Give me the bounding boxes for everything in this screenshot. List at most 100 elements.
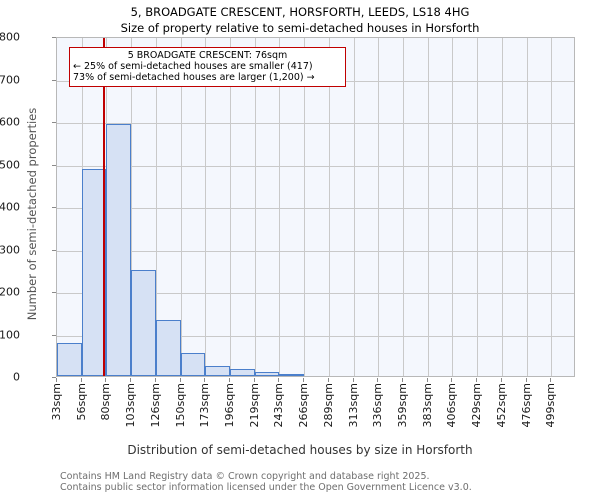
x-tick-label: 103sqm (124, 383, 138, 428)
gridline-x (353, 38, 355, 376)
gridline-y-100 (57, 335, 574, 337)
gridline-x (452, 38, 454, 376)
x-tick-label: 429sqm (470, 383, 484, 428)
y-tick-mark (52, 334, 56, 336)
footer-line-1: Contains HM Land Registry data © Crown c… (60, 471, 430, 482)
y-tick-mark (52, 79, 56, 81)
x-tick-label: 289sqm (321, 383, 335, 428)
x-tick-label: 243sqm (272, 383, 286, 428)
gridline-x (279, 38, 281, 376)
annotation-line-2: ← 25% of semi-detached houses are smalle… (73, 61, 313, 72)
histogram-bar (57, 342, 82, 376)
gridline-x (155, 38, 157, 376)
gridline-y-400 (57, 208, 574, 209)
x-tick-mark (154, 378, 156, 382)
y-tick-label: 700 (0, 73, 20, 86)
y-tick-label: 400 (0, 200, 20, 214)
gridline-y-200 (57, 293, 574, 294)
chart-title: 5, BROADGATE CRESCENT, HORSFORTH, LEEDS,… (130, 5, 470, 19)
x-tick-label: 452sqm (494, 383, 508, 428)
x-tick-mark (204, 378, 206, 382)
x-tick-label: 383sqm (420, 383, 434, 428)
x-tick-label: 56sqm (74, 383, 88, 421)
x-tick-mark (278, 378, 280, 382)
gridline-x (230, 38, 231, 376)
y-tick-label: 0 (13, 370, 20, 384)
annotation-line-3: 73% of semi-detached houses are larger (… (73, 72, 315, 83)
y-tick-label: 600 (0, 115, 20, 129)
y-tick-label: 100 (0, 328, 20, 341)
x-tick-mark (130, 378, 132, 382)
x-tick-mark (229, 378, 230, 382)
gridline-y-600 (57, 123, 574, 124)
x-tick-label: 313sqm (346, 383, 360, 428)
gridline-x (526, 38, 528, 376)
x-tick-label: 336sqm (371, 383, 385, 428)
y-tick-label: 200 (0, 285, 20, 299)
x-tick-label: 476sqm (519, 383, 533, 428)
histogram-bar (279, 374, 305, 376)
x-tick-mark (426, 378, 428, 382)
x-tick-mark (525, 378, 527, 382)
histogram-bar (205, 365, 230, 376)
x-tick-mark (105, 378, 107, 382)
chart-title-block: 5, BROADGATE CRESCENT, HORSFORTH, LEEDS,… (0, 4, 600, 36)
histogram-bar (155, 319, 181, 376)
gridline-x (205, 38, 207, 376)
x-tick-mark (56, 378, 57, 382)
x-tick-label: 126sqm (148, 383, 162, 428)
x-tick-label: 196sqm (223, 383, 236, 428)
histogram-bar (81, 169, 107, 376)
gridline-x (427, 38, 429, 376)
gridline-x (378, 38, 380, 376)
y-tick-mark (52, 37, 56, 38)
x-tick-label: 406sqm (445, 383, 459, 428)
y-tick-label: 500 (0, 158, 20, 171)
x-tick-mark (80, 378, 82, 382)
annotation-line-1: 5 BROADGATE CRESCENT: 76sqm (127, 50, 288, 61)
x-tick-mark (253, 378, 255, 382)
x-tick-label: 359sqm (396, 383, 409, 428)
x-tick-label: 499sqm (544, 383, 558, 428)
y-tick-mark (52, 122, 56, 123)
x-tick-mark (500, 378, 502, 382)
x-tick-mark (303, 378, 305, 382)
y-axis-label: Number of semi-detached properties (25, 107, 39, 321)
gridline-x (304, 38, 306, 376)
gridline-x (501, 38, 503, 376)
x-tick-mark (402, 378, 403, 382)
chart-subtitle: Size of property relative to semi-detach… (120, 21, 480, 35)
histogram-bar (254, 371, 280, 376)
x-tick-mark (179, 378, 181, 382)
x-tick-label: 173sqm (198, 383, 212, 428)
property-annotation-box: 5 BROADGATE CRESCENT: 76sqm ← 25% of sem… (69, 47, 346, 87)
gridline-y-300 (57, 250, 574, 252)
y-tick-mark (52, 292, 56, 293)
attribution-footer: Contains HM Land Registry data © Crown c… (60, 471, 600, 493)
y-tick-mark (52, 164, 56, 166)
gridline-x (180, 38, 182, 376)
x-tick-mark (327, 378, 329, 382)
y-tick-label: 800 (0, 30, 20, 44)
x-axis-label: Distribution of semi-detached houses by … (127, 443, 473, 457)
footer-line-2: Contains public sector information licen… (60, 482, 472, 493)
gridline-x (477, 38, 479, 376)
x-tick-mark (476, 378, 478, 382)
gridline-x (254, 38, 256, 376)
x-tick-label: 266sqm (297, 383, 311, 428)
gridline-x (131, 38, 133, 376)
x-tick-mark (377, 378, 379, 382)
gridline-x (403, 38, 404, 376)
histogram-bar (131, 270, 156, 376)
histogram-bar (230, 369, 255, 376)
x-tick-label: 80sqm (99, 383, 113, 421)
y-tick-mark (52, 249, 56, 251)
gridline-x (328, 38, 330, 376)
x-tick-label: 150sqm (173, 383, 187, 428)
y-tick-mark (52, 377, 56, 378)
x-tick-label: 219sqm (247, 383, 261, 428)
x-tick-mark (352, 378, 354, 382)
histogram-bar (180, 352, 206, 376)
property-size-marker-line (102, 38, 105, 376)
